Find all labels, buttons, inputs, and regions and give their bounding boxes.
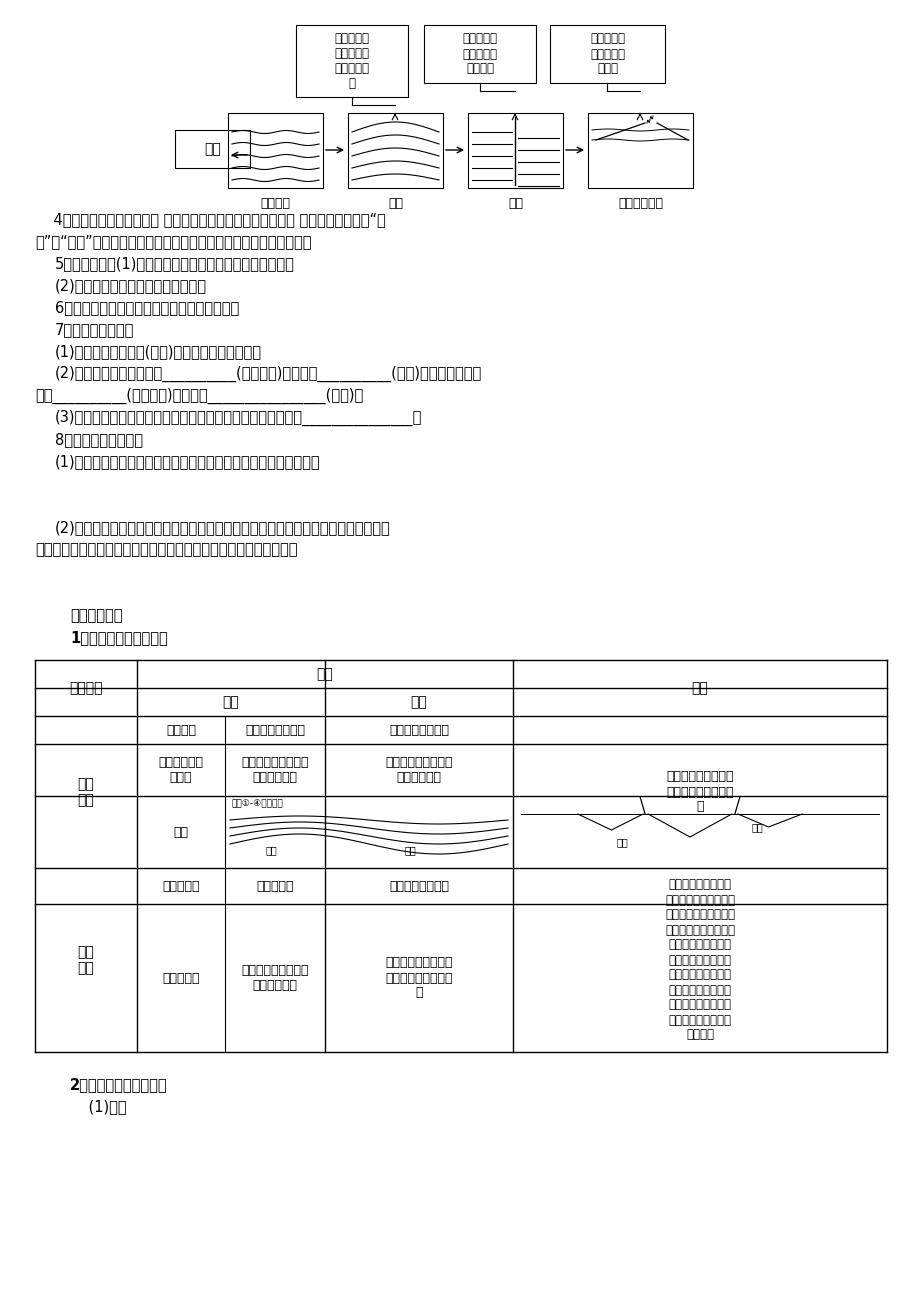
Text: 地垒: 地垒 xyxy=(616,837,628,848)
Text: 断层: 断层 xyxy=(691,681,708,695)
Bar xyxy=(550,25,664,83)
Text: 背斜顶部受张力，常
被侵蚀成谷地: 背斜顶部受张力，常 被侵蚀成谷地 xyxy=(241,963,309,992)
Text: 褶皱: 褶皱 xyxy=(316,667,333,681)
Text: 背斜: 背斜 xyxy=(266,845,278,855)
Text: 岩层受力破裂并沿断
裂面有明显的相对位
移: 岩层受力破裂并沿断 裂面有明显的相对位 移 xyxy=(665,771,733,814)
Text: 继续用力，
先慢后快，
竹片折断: 继续用力， 先慢后快， 竹片折断 xyxy=(462,33,497,76)
Text: 5．实验过程：(1)两手握住竹片两端加力，竹片产生变形。: 5．实验过程：(1)两手握住竹片两端加力，竹片产生变形。 xyxy=(55,256,295,271)
Text: 【规律总结】: 【规律总结】 xyxy=(70,608,122,622)
Text: 褶皱: 褶皱 xyxy=(388,197,403,210)
Text: (2)继续用力，先慢后快，竹片折断。: (2)继续用力，先慢后快，竹片折断。 xyxy=(55,279,207,293)
Text: 8．实验总结与思考：: 8．实验总结与思考： xyxy=(55,432,142,447)
Text: 2．研究地质构造的意义: 2．研究地质构造的意义 xyxy=(70,1077,167,1092)
Text: 中心部分岩层较老，
两翼岩层较新: 中心部分岩层较老， 两翼岩层较新 xyxy=(241,756,309,784)
Text: 向斜槽部岩性坚硬不
易被侵蚀，常形成山
岭: 向斜槽部岩性坚硬不 易被侵蚀，常形成山 岭 xyxy=(385,957,452,1000)
Text: 代表__________(地质构造)，易形成________________(地貌)。: 代表__________(地质构造)，易形成________________(地… xyxy=(35,388,363,404)
Text: 7．实验结果分析：: 7．实验结果分析： xyxy=(55,322,134,337)
Text: 地堑: 地堑 xyxy=(751,822,763,832)
Text: 1．地质构造与地表形态: 1．地质构造与地表形态 xyxy=(70,630,167,644)
Text: 从形态上: 从形态上 xyxy=(165,724,196,737)
Text: 性”和“塑性”，竹片的受力变形过程与岩石的受力变形过程比较相近。: 性”和“塑性”，竹片的受力变形过程与岩石的受力变形过程比较相近。 xyxy=(35,234,312,249)
Text: 大断层常形成裂谷或
陡崖，如东非大裂谷。
断层一侧上升的岩块，
常成为块状山或高地，
如华山、庐山、泰山
另一侧相对下降的岩
块，常形成谷地或低
地，如渭河平原: 大断层常形成裂谷或 陡崖，如东非大裂谷。 断层一侧上升的岩块， 常成为块状山或高… xyxy=(664,879,734,1042)
Text: 侵蚀后地貌: 侵蚀后地貌 xyxy=(162,971,199,984)
Text: (2)竹片向上弯曲部分代表__________(地质构造)，易形成__________(地貌)，向下弯曲部分: (2)竹片向上弯曲部分代表__________(地质构造)，易形成_______… xyxy=(55,366,482,383)
Text: 图示: 图示 xyxy=(174,825,188,838)
Bar xyxy=(347,113,443,187)
Text: 从岩层的新老
关系上: 从岩层的新老 关系上 xyxy=(158,756,203,784)
Text: (1)褶皱、断层和火山(地震)都是内力作用的结果。: (1)褶皱、断层和火山(地震)都是内力作用的结果。 xyxy=(55,344,262,359)
Text: 地质构造: 地质构造 xyxy=(69,681,103,695)
Text: 下弯曲两处地方，请你思考哪枚钉子易钉入竹片当中，并分析原因。: 下弯曲两处地方，请你思考哪枚钉子易钉入竹片当中，并分析原因。 xyxy=(35,542,297,557)
Text: 水平岩层: 水平岩层 xyxy=(260,197,290,210)
Text: 岩层一般向上隆起: 岩层一般向上隆起 xyxy=(244,724,305,737)
Text: 中心部分岩层较新，
两翼岩层较老: 中心部分岩层较新， 两翼岩层较老 xyxy=(385,756,452,784)
Text: 向斜: 向斜 xyxy=(410,695,427,710)
Text: (2)若在实验过程中，在竹片已变形，但未折断时，将两枚钉子钉入竹片向上弯曲、向: (2)若在实验过程中，在竹片已变形，但未折断时，将两枚钉子钉入竹片向上弯曲、向 xyxy=(55,519,391,535)
Text: 竹片折断瞬
间，两虎口
有震感: 竹片折断瞬 间，两虎口 有震感 xyxy=(589,33,624,76)
Text: (1)找矿: (1)找矿 xyxy=(70,1099,127,1115)
Text: 构造
地貌: 构造 地貌 xyxy=(77,945,95,975)
Text: 岩层①-④由新到老: 岩层①-④由新到老 xyxy=(232,799,283,809)
Text: 常形成山岭: 常形成山岭 xyxy=(256,879,293,892)
Text: 两手握住竹
片两端加力
竹片产生变
形: 两手握住竹 片两端加力 竹片产生变 形 xyxy=(335,33,369,90)
Bar xyxy=(228,113,323,187)
Bar xyxy=(296,25,407,98)
Text: (1)做该实验，你认为除了用２中提供的材料外，还可用哪些材料？: (1)做该实验，你认为除了用２中提供的材料外，还可用哪些材料？ xyxy=(55,454,321,469)
Text: 向斜: 向斜 xyxy=(404,845,416,855)
Text: (3)根据实验现象可知地球上容易发生地震和火山活动的部位是_______________。: (3)根据实验现象可知地球上容易发生地震和火山活动的部位是___________… xyxy=(55,410,422,426)
Bar xyxy=(587,113,692,187)
Text: 断层: 断层 xyxy=(507,197,522,210)
Text: 常形成谷地或盆地: 常形成谷地或盆地 xyxy=(389,879,448,892)
Bar xyxy=(175,130,250,168)
Text: 4．实验设计的合理性分析 内力作用过程，是一个受力的过程 竹片与岩石都具有“刚: 4．实验设计的合理性分析 内力作用过程，是一个受力的过程 竹片与岩石都具有“刚 xyxy=(35,212,385,227)
Text: 未侵蚀地貌: 未侵蚀地貌 xyxy=(162,879,199,892)
Text: 岩层一般向下凹陷: 岩层一般向下凹陷 xyxy=(389,724,448,737)
Text: 背斜: 背斜 xyxy=(222,695,239,710)
Text: 竹片: 竹片 xyxy=(204,142,221,156)
Text: 火山（地震）: 火山（地震） xyxy=(618,197,663,210)
Text: 判断
方法: 判断 方法 xyxy=(77,777,95,807)
Text: 6．实验现象：竹片折断瞬间，断裂口有震感。: 6．实验现象：竹片折断瞬间，断裂口有震感。 xyxy=(55,299,239,315)
Bar xyxy=(468,113,562,187)
Bar xyxy=(424,25,536,83)
